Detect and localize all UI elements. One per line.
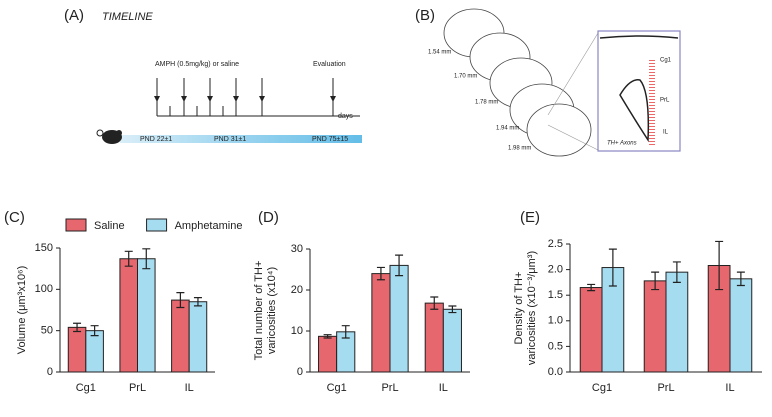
panel-title: TIMELINE (102, 11, 153, 23)
slice-label: 1.54 mm (428, 50, 451, 56)
panel-label: (B) (415, 7, 435, 24)
stage-label: PND 31±1 (214, 136, 246, 143)
slice-label: 1.70 mm (454, 74, 477, 80)
stage-label: PND 75±15 (312, 136, 348, 143)
panel-b: (B) 1.54 mm 1.70 mm 1.78 mm 1.94 mm 1.98… (415, 7, 681, 157)
error-bar (376, 266, 385, 281)
error-bar (715, 240, 724, 291)
x-tick-label: IL (725, 382, 734, 394)
inset-outline (599, 35, 679, 143)
panel-label: (C) (4, 209, 25, 226)
x-tick-label: IL (439, 382, 448, 394)
panel-a: (A) TIMELINE AMPH (0.5mg/kg) or saline E… (64, 7, 362, 144)
bar (371, 273, 391, 373)
y-axis-label: varicosities (x10⁻³/μm³) (526, 251, 538, 365)
x-tick-label: IL (185, 382, 194, 394)
stage-label: PND 22±1 (140, 136, 172, 143)
error-bar (323, 334, 332, 339)
y-tick-label: 2.5 (548, 238, 563, 250)
bar (171, 299, 190, 373)
x-tick-label: Cg1 (76, 382, 96, 394)
y-axis-label: Density of TH+ (513, 272, 525, 345)
legend-label: Saline (94, 220, 125, 232)
x-tick-label: PrL (381, 382, 398, 394)
y-tick-label: 20 (291, 284, 303, 296)
error-bar (142, 248, 151, 270)
bar (85, 330, 104, 373)
x-tick-label: Cg1 (592, 382, 612, 394)
bar (665, 271, 689, 373)
y-tick-label: 1.5 (548, 289, 563, 301)
stain-label: TH+ Axons (607, 141, 637, 147)
error-bar (124, 250, 133, 267)
y-tick-label: 50 (41, 325, 53, 337)
slice-label: 1.78 mm (475, 100, 498, 106)
y-tick-label: 100 (35, 283, 53, 295)
bar (67, 326, 87, 373)
y-axis-label: varicosities (x10⁴) (266, 267, 278, 354)
error-bar (193, 297, 202, 307)
error-bar (90, 325, 99, 337)
mouse-icon (96, 129, 122, 144)
error-bar (73, 322, 82, 333)
error-bar (430, 296, 439, 310)
y-tick-label: 2.0 (548, 264, 563, 276)
legend-swatch (65, 218, 87, 232)
y-axis-label: Total number of TH+ (253, 261, 265, 361)
timeline-bar (120, 135, 362, 143)
arrow-heads (154, 96, 336, 102)
panel-label: (E) (520, 209, 540, 226)
region-label: Cg1 (660, 58, 672, 64)
error-bar (651, 271, 660, 291)
x-tick-label: Cg1 (327, 382, 347, 394)
error-bar (448, 305, 457, 314)
arrows (156, 78, 360, 117)
error-bar (341, 325, 350, 339)
y-tick-label: 10 (291, 325, 303, 337)
bar (643, 280, 667, 373)
bar (424, 302, 444, 373)
inset-box (597, 30, 681, 152)
y-axis-label: Volume (μm³x10⁶) (16, 266, 28, 355)
bar (729, 278, 753, 373)
error-bar (587, 283, 596, 292)
error-bar (176, 292, 185, 309)
error-bar (672, 261, 681, 283)
bar (188, 301, 208, 373)
bar (389, 264, 409, 373)
panel-label: (A) (64, 7, 84, 24)
x-tick-label: PrL (129, 382, 146, 394)
y-tick-label: 0.5 (548, 340, 563, 352)
error-bar (395, 254, 404, 277)
bar (137, 258, 156, 373)
bar (442, 308, 462, 373)
legend-swatch (146, 218, 168, 232)
y-tick-label: 0.0 (548, 366, 563, 378)
legend-label: Amphetamine (175, 220, 243, 232)
treatment-label: AMPH (0.5mg/kg) or saline (155, 61, 239, 68)
evaluation-label: Evaluation (313, 61, 346, 68)
y-tick-label: 1.0 (548, 315, 563, 327)
slice-label: 1.98 mm (508, 146, 531, 152)
region-label: IL (663, 130, 669, 136)
y-tick-label: 150 (35, 242, 53, 254)
brain-slices (443, 8, 592, 157)
axis-label: days (338, 113, 353, 120)
error-bar (736, 271, 745, 287)
bar (579, 287, 603, 373)
zoom-lines (547, 32, 599, 151)
error-bar (608, 248, 617, 287)
x-tick-label: PrL (657, 382, 674, 394)
bar (119, 258, 138, 373)
region-label: PrL (660, 98, 670, 104)
y-tick-label: 30 (291, 243, 303, 255)
y-tick-label: 0 (297, 366, 303, 378)
panel-label: (D) (258, 209, 279, 226)
slice-label: 1.94 mm (496, 126, 519, 132)
bar (318, 335, 338, 373)
y-tick-label: 0 (47, 366, 53, 378)
